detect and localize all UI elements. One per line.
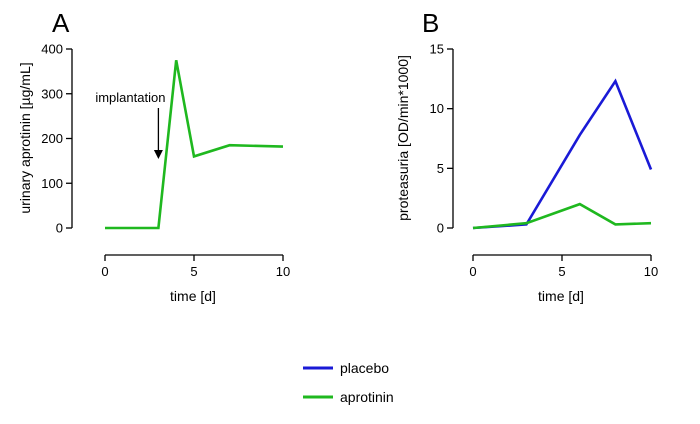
x-tick-label: 0 xyxy=(101,264,108,279)
legend-label-placebo: placebo xyxy=(340,360,389,376)
y-tick: 0 xyxy=(56,221,72,236)
panel-a-x-axis: 0 5 10 xyxy=(101,254,290,279)
panel-a-letter: A xyxy=(52,8,70,38)
y-tick: 300 xyxy=(41,86,72,101)
y-tick-label: 10 xyxy=(430,101,444,116)
panel-b-letter: B xyxy=(422,8,439,38)
panel-a: A urinary aprotinin [µg/mL] time [d] 0 10… xyxy=(17,8,290,304)
series-line-aprotinin xyxy=(472,202,652,230)
panel-b-y-axis: 0 5 10 15 xyxy=(430,42,454,236)
x-tick: 5 xyxy=(558,255,566,279)
legend: placebo aprotinin xyxy=(303,360,394,405)
y-tick-label: 15 xyxy=(430,42,444,57)
panel-b-y-axis-label: proteasuria [OD/min*1000] xyxy=(395,55,411,221)
y-tick-label: 300 xyxy=(41,86,63,101)
y-tick: 5 xyxy=(437,161,453,176)
y-tick-label: 100 xyxy=(41,176,63,191)
y-tick-label: 400 xyxy=(41,42,63,57)
panel-b-x-axis: 0 5 10 xyxy=(469,254,658,279)
panel-a-y-axis-label: urinary aprotinin [µg/mL] xyxy=(17,62,33,213)
implantation-label: implantation xyxy=(95,90,165,105)
panel-a-x-axis-label: time [d] xyxy=(170,288,216,304)
panel-b: B proteasuria [OD/min*1000] time [d] 0 5 1… xyxy=(395,8,658,304)
implantation-arrow-head xyxy=(153,150,163,159)
legend-item-aprotinin: aprotinin xyxy=(303,389,394,405)
x-tick-label: 10 xyxy=(644,264,658,279)
y-tick-label: 5 xyxy=(437,161,444,176)
implantation-annotation: implantation xyxy=(95,90,165,159)
y-tick-label: 0 xyxy=(437,221,444,236)
legend-label-aprotinin: aprotinin xyxy=(340,389,394,405)
legend-item-placebo: placebo xyxy=(303,360,389,376)
panel-b-series xyxy=(472,78,653,230)
panel-b-x-axis-label: time [d] xyxy=(538,288,584,304)
x-tick-label: 10 xyxy=(276,264,290,279)
y-tick: 0 xyxy=(437,221,453,236)
panel-a-series xyxy=(105,59,284,230)
y-tick: 10 xyxy=(430,101,453,116)
y-tick-label: 0 xyxy=(56,221,63,236)
x-tick-label: 0 xyxy=(469,264,476,279)
x-tick: 5 xyxy=(190,255,198,279)
x-tick: 0 xyxy=(101,255,109,279)
y-tick: 200 xyxy=(41,131,72,146)
x-tick-label: 5 xyxy=(558,264,565,279)
x-tick: 10 xyxy=(644,255,658,279)
panel-a-y-axis: 0 100 200 300 400 xyxy=(41,42,73,236)
series-line-placebo xyxy=(472,78,653,230)
series-line-aprotinin xyxy=(105,59,284,230)
x-tick: 0 xyxy=(469,255,477,279)
y-tick: 400 xyxy=(41,42,72,57)
x-tick: 10 xyxy=(276,255,290,279)
y-tick-label: 200 xyxy=(41,131,63,146)
y-tick: 15 xyxy=(430,42,453,57)
y-tick: 100 xyxy=(41,176,72,191)
x-tick-label: 5 xyxy=(190,264,197,279)
